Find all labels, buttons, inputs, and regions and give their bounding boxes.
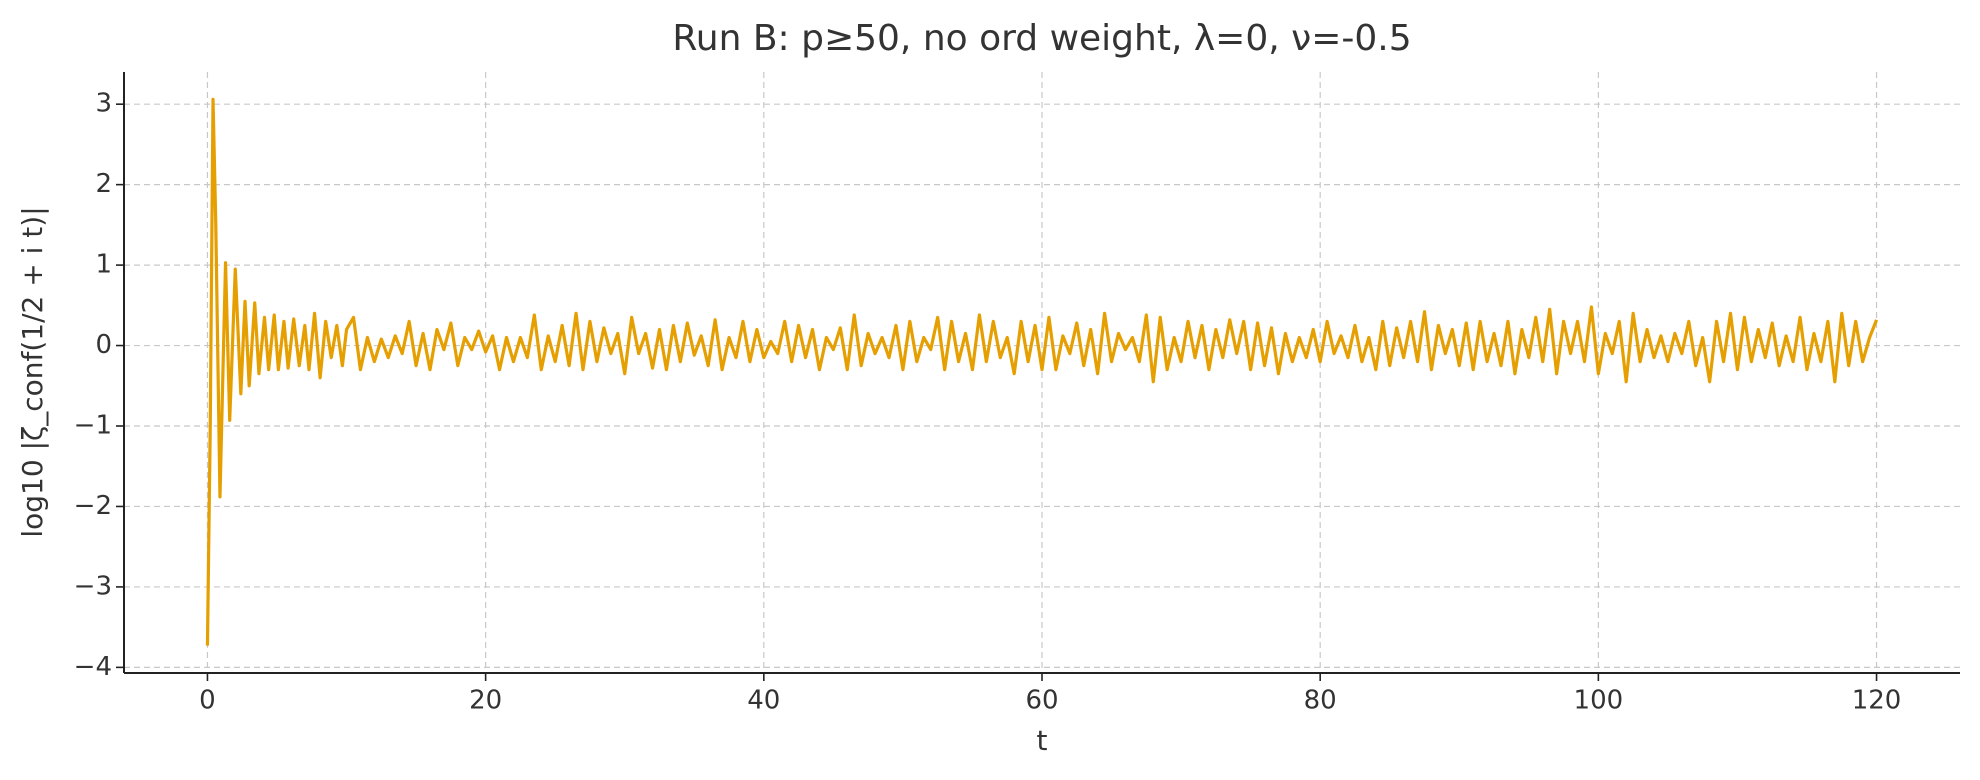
x-axis-label: t bbox=[1037, 724, 1048, 757]
chart-title: Run B: p≥50, no ord weight, λ=0, ν=-0.5 bbox=[672, 18, 1411, 59]
y-tick-label: −2 bbox=[74, 491, 112, 521]
y-tick-label: −1 bbox=[74, 411, 112, 441]
x-tick-label: 60 bbox=[1025, 686, 1058, 716]
data-line bbox=[205, 97, 1879, 646]
y-tick-label: 1 bbox=[95, 250, 112, 280]
x-tick-label: 40 bbox=[747, 686, 780, 716]
x-tick-label: 120 bbox=[1852, 686, 1902, 716]
x-tick-label: 80 bbox=[1304, 686, 1337, 716]
x-tick-label: 0 bbox=[199, 686, 216, 716]
y-tick-label: 0 bbox=[95, 330, 112, 360]
x-tick-label: 100 bbox=[1574, 686, 1624, 716]
y-tick-label: 3 bbox=[95, 89, 112, 119]
y-tick-label: −4 bbox=[74, 652, 112, 682]
y-tick-label: −3 bbox=[74, 571, 112, 601]
x-tick-label: 20 bbox=[469, 686, 502, 716]
y-tick-label: 2 bbox=[95, 169, 112, 199]
y-axis-label: log10 |ζ_conf(1/2 + i t)| bbox=[16, 206, 49, 537]
